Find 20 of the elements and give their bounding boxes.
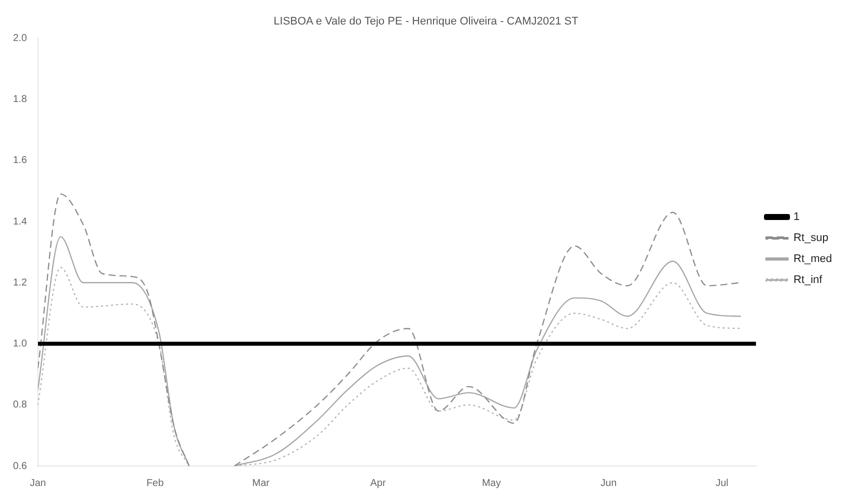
legend-label: 1 bbox=[793, 211, 800, 224]
x-tick-label: Jul bbox=[716, 478, 728, 489]
y-tick-label: 1.2 bbox=[12, 277, 28, 288]
y-tick-label: 1.0 bbox=[12, 338, 28, 350]
x-tick-label: Apr bbox=[370, 478, 386, 489]
x-tick-label: Jun bbox=[600, 478, 617, 489]
legend-label: Rt_inf bbox=[793, 274, 824, 286]
y-tick-label: 2.0 bbox=[12, 32, 28, 44]
y-tick-label: 1.6 bbox=[12, 155, 28, 166]
x-tick-label: Feb bbox=[146, 478, 164, 489]
y-tick-label: 0.8 bbox=[12, 400, 28, 411]
x-tick-label: Jan bbox=[30, 478, 46, 489]
y-tick-label: 0.6 bbox=[12, 460, 28, 472]
legend-label: Rt_sup bbox=[793, 232, 828, 244]
y-tick-label: 1.4 bbox=[12, 216, 28, 228]
y-tick-label: 1.8 bbox=[12, 94, 28, 106]
legend-label: Rt_med bbox=[793, 253, 832, 266]
x-tick-label: May bbox=[482, 478, 501, 489]
chart-title: LISBOA e Vale do Tejo PE - Henrique Oliveira - CAMJ2021 ST bbox=[274, 16, 579, 28]
x-tick-label: Mar bbox=[252, 478, 270, 489]
